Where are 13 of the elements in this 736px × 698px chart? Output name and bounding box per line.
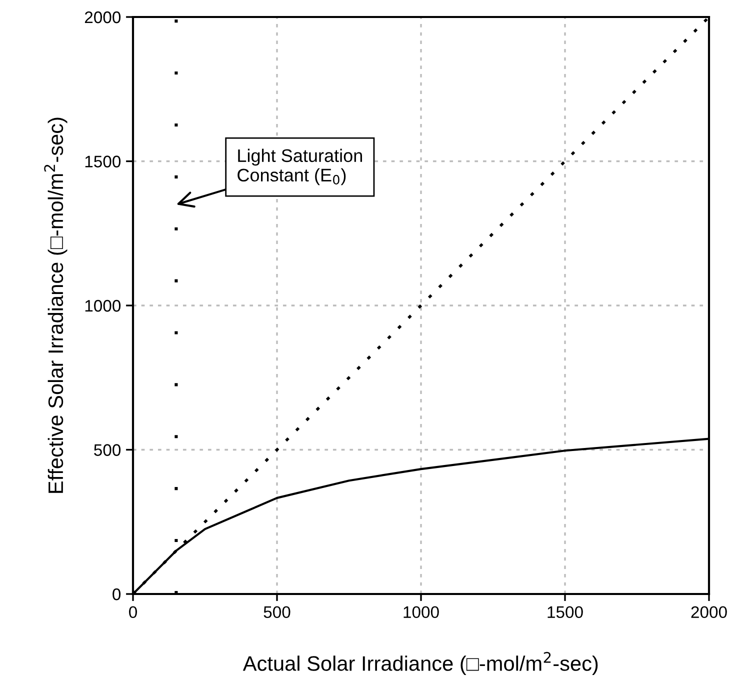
x-tick-label: 500 bbox=[264, 606, 290, 618]
annotation: Light Saturation Constant (E$_{0}$) bbox=[238, 148, 362, 186]
y-tick-label: 0 bbox=[112, 588, 121, 600]
y-tick-label: 2000 bbox=[84, 11, 121, 24]
x-axis-title: Actual Solar Irradiance (□-mol/m$^{2}$-sec) bbox=[242, 652, 598, 676]
x-tick-label: 0 bbox=[129, 606, 137, 618]
x-tick-label: 1500 bbox=[548, 606, 583, 618]
x-tick-label: 2000 bbox=[691, 606, 727, 618]
y-axis-title: Effective Solar Irradiance (□-mol/m$^{2}$-sec) bbox=[44, 118, 68, 493]
y-tick-label: 1500 bbox=[85, 156, 121, 168]
y-tick-label: 1000 bbox=[85, 300, 121, 312]
x-tick-label: 1000 bbox=[404, 606, 439, 618]
y-tick-label: 500 bbox=[94, 444, 121, 456]
